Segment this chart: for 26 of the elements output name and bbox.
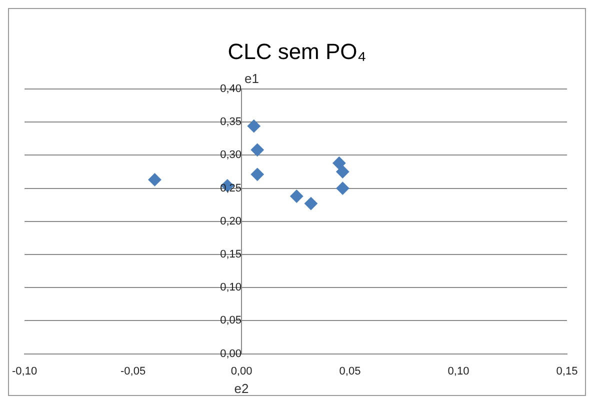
x-tick-label: 0,00 [230, 365, 252, 378]
point [336, 165, 350, 178]
y-tick-label: 0,00 [220, 348, 242, 360]
point [247, 120, 260, 133]
point [304, 197, 318, 210]
x-tick-label: -0,10 [12, 365, 38, 378]
y-tick-label: 0,35 [220, 116, 242, 128]
y-tick-label: 0,15 [220, 248, 242, 261]
x-tick-label: 0,10 [448, 365, 470, 378]
chart-title: CLC sem PO₄ [226, 39, 368, 65]
y-tick-label: 0,05 [220, 314, 242, 327]
y-tick-label: 0,30 [220, 149, 242, 162]
point [336, 182, 350, 195]
y-axis-title: e1 [244, 71, 259, 86]
x-tick-label: -0,05 [120, 365, 146, 378]
x-tick-label: 0,15 [556, 365, 578, 378]
point [250, 143, 264, 156]
point [290, 190, 304, 203]
point [250, 168, 264, 181]
point [332, 156, 346, 170]
y-tick-label: 0,10 [220, 282, 242, 294]
y-tick-label: 0,20 [220, 215, 242, 228]
point [148, 173, 162, 186]
y-tick-label: 0,40 [220, 83, 242, 96]
x-tick-label: 0,05 [339, 365, 361, 378]
x-axis-title: e2 [234, 381, 249, 396]
